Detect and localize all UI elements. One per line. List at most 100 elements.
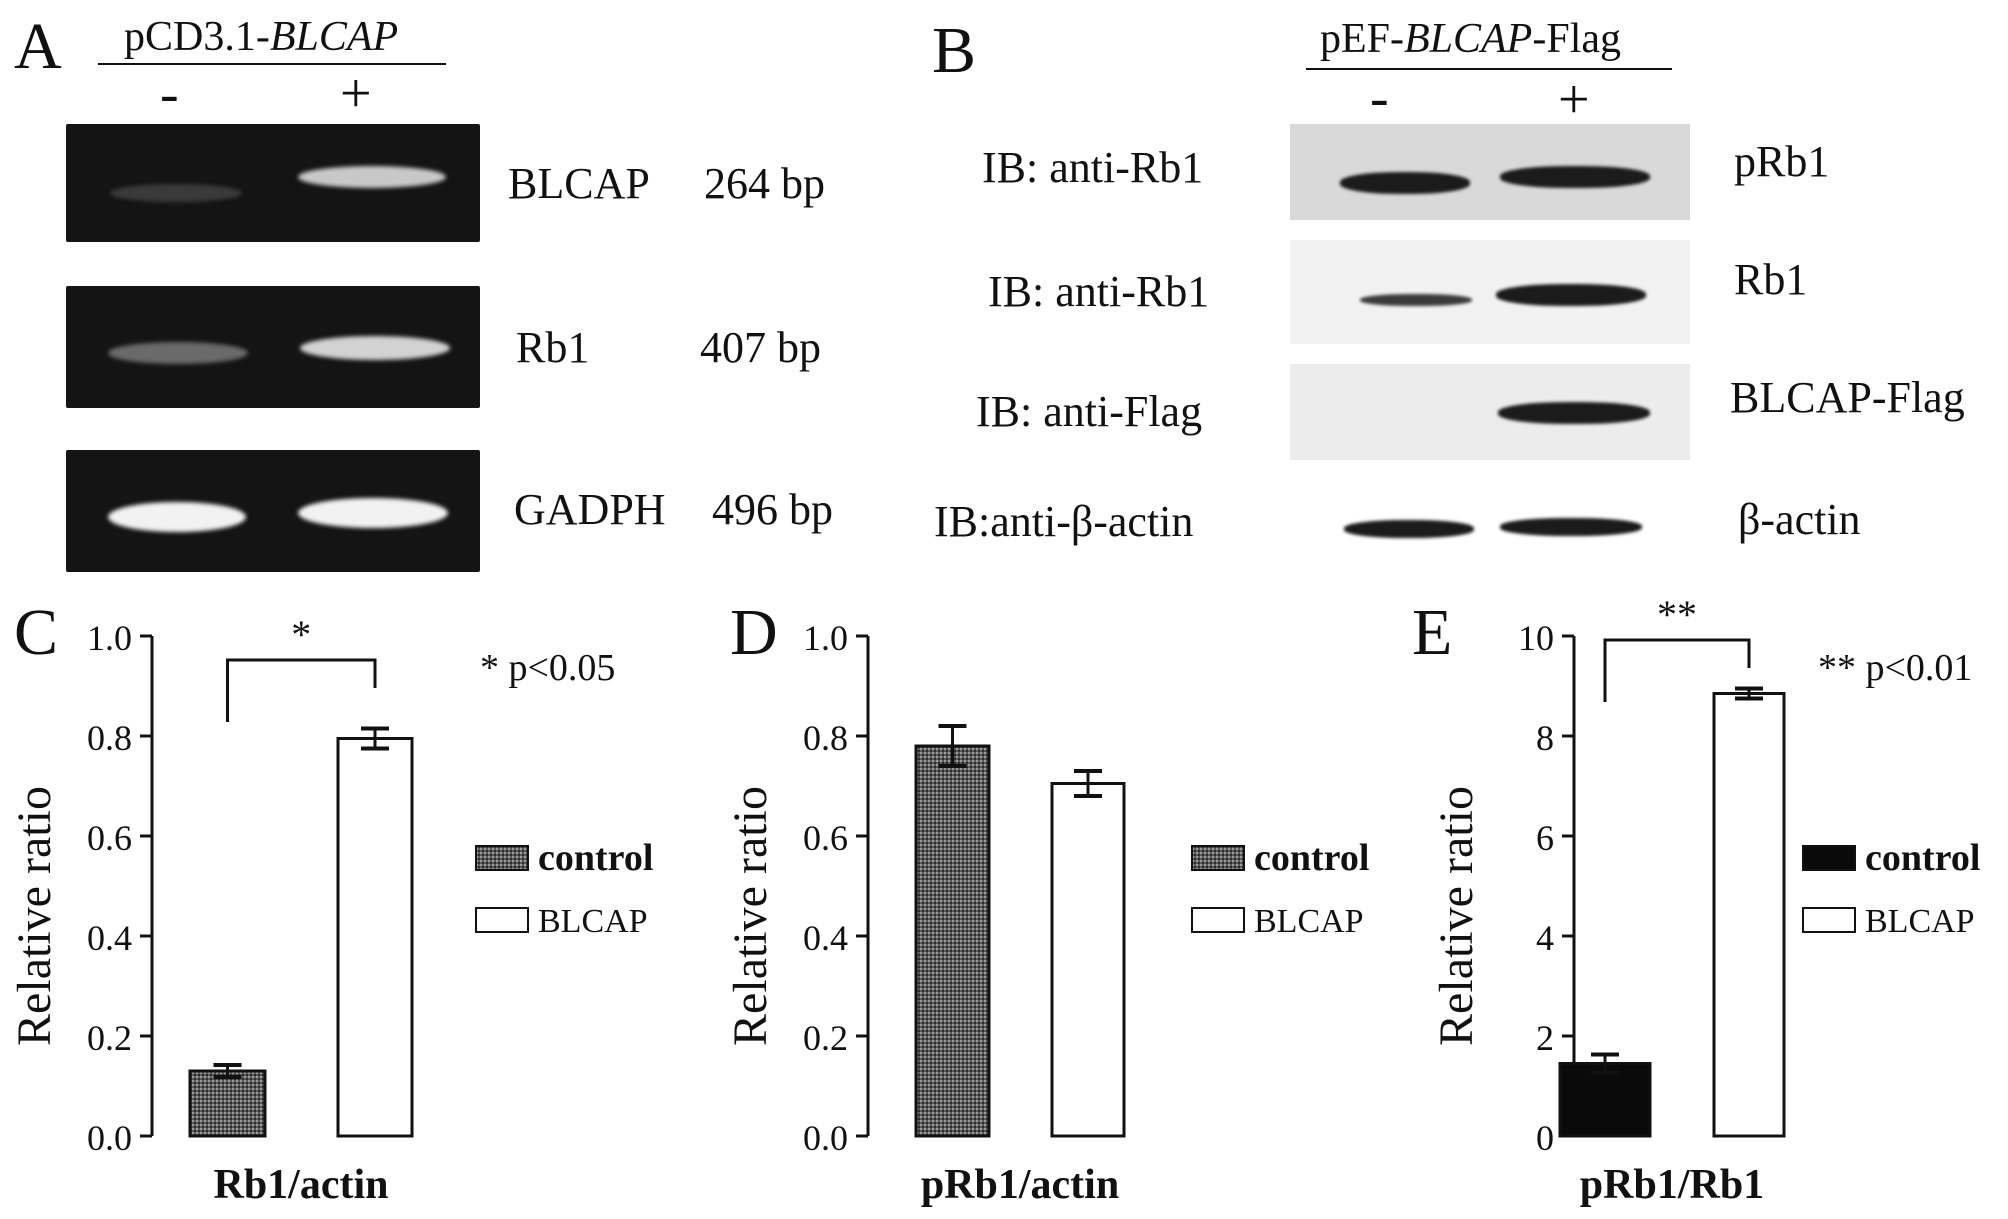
panel-a-minus: - (160, 63, 179, 125)
y-tick-label: 2 (1536, 1018, 1554, 1058)
blot-rb1 (1290, 240, 1690, 344)
chart-c: C 0.0 0.2 0.4 0.6 0.8 1.0 Relative ratio Rb1/act… (8, 596, 653, 1208)
y-tick-label: 0.4 (87, 918, 132, 958)
y-tick-label: 0.0 (87, 1118, 132, 1158)
blot-band-actin-control (1344, 520, 1474, 538)
p-value-note: ** p<0.01 (1818, 647, 1972, 689)
gel-blcap-gene: BLCAP (508, 159, 650, 208)
panel-b-construct-prefix: pEF- (1320, 16, 1404, 62)
legend-swatch-blcap (1191, 907, 1245, 933)
y-tick-label: 6 (1536, 818, 1554, 858)
gel-blcap-size: 264 bp (704, 159, 825, 208)
gel-band-rb1-blcap (300, 336, 450, 360)
bar-blcap (336, 737, 414, 1138)
panel-a-construct-label: pCD3.1-BLCAP (124, 16, 398, 58)
blot-flag (1290, 364, 1690, 460)
y-tick-label: 0.4 (803, 918, 848, 958)
y-tick-label: 0.6 (87, 818, 132, 858)
significance-bracket (226, 658, 377, 722)
bar-control (914, 744, 991, 1138)
blot-band-prb1-control (1340, 172, 1470, 194)
blot-band-prb1-blcap (1500, 166, 1650, 188)
blot-prb1 (1290, 124, 1690, 220)
blot-3-target: BLCAP-Flag (1730, 373, 1965, 422)
gel-gadph-gene: GADPH (514, 485, 666, 534)
chart-e: E 0 2 4 6 8 10 Relative ratio pRb1/Rb1 ** ** p<0.0… (1412, 592, 1980, 1208)
legend-label-control: control (1865, 837, 1980, 879)
p-value-note: * p<0.05 (480, 647, 615, 689)
gel-band-rb1-control (108, 342, 248, 364)
bar-blcap (1712, 692, 1786, 1138)
panel-a-construct-rule (98, 63, 446, 65)
y-tick-label: 1.0 (803, 618, 848, 658)
legend-label-blcap: BLCAP (538, 903, 648, 940)
blot-4-antibody: IB:anti-β-actin (934, 497, 1194, 546)
gel-rb1-size: 407 bp (700, 323, 821, 372)
blot-4-target: β-actin (1738, 495, 1861, 544)
panel-a-construct-prefix: pCD3.1- (124, 14, 270, 60)
y-tick-label: 0 (1536, 1118, 1554, 1158)
panel-b-construct-label: pEF-BLCAP-Flag (1320, 18, 1621, 60)
legend-swatch-blcap (475, 907, 529, 933)
y-axis-label: Relative ratio (724, 786, 777, 1046)
gel-rb1 (66, 286, 480, 408)
x-axis-label: Rb1/actin (213, 1162, 388, 1208)
legend-label-control: control (1254, 837, 1369, 879)
y-tick-label: 10 (1518, 618, 1554, 658)
x-axis-label: pRb1/Rb1 (1580, 1162, 1764, 1208)
panel-d-letter: D (730, 596, 778, 669)
blot-1-antibody: IB: anti-Rb1 (982, 143, 1204, 192)
chart-d: D 0.0 0.2 0.4 0.6 0.8 1.0 Relative ratio pRb1/ac… (724, 596, 1369, 1208)
panel-b-plus: + (1558, 69, 1590, 131)
y-axis-label: Relative ratio (8, 786, 61, 1046)
gel-gadph-size: 496 bp (712, 485, 833, 534)
bar-control (188, 1069, 267, 1138)
y-tick-label: 0.6 (803, 818, 848, 858)
blot-band-rb1-control (1360, 294, 1472, 306)
legend-label-blcap: BLCAP (1254, 903, 1364, 940)
blot-band-flag-blcap (1498, 402, 1650, 424)
y-tick-label: 8 (1536, 718, 1554, 758)
legend-swatch-control (475, 845, 529, 871)
legend-label-blcap: BLCAP (1865, 903, 1975, 940)
gel-rb1-gene: Rb1 (516, 323, 590, 372)
y-tick-label: 4 (1536, 918, 1554, 958)
blot-1-target: pRb1 (1734, 137, 1830, 186)
legend-swatch-control (1191, 845, 1245, 871)
panel-b-construct-rule (1306, 68, 1672, 70)
panel-a-plus: + (340, 63, 372, 125)
gel-band-gadph-control (108, 502, 246, 532)
gel-blcap (66, 124, 480, 242)
y-tick-label: 1.0 (87, 618, 132, 658)
y-tick-label: 0.8 (803, 718, 848, 758)
significance-marker: ** (1657, 592, 1697, 637)
blot-band-rb1-blcap (1496, 284, 1646, 306)
significance-bracket (1603, 638, 1751, 702)
x-axis-label: pRb1/actin (921, 1162, 1119, 1208)
y-tick-label: 0.2 (803, 1018, 848, 1058)
panel-b-minus: - (1370, 67, 1389, 129)
bar-blcap (1050, 782, 1126, 1138)
blot-band-actin-blcap (1500, 518, 1642, 536)
y-axis-label: Relative ratio (1430, 786, 1483, 1046)
panel-b-letter: B (932, 14, 977, 87)
panel-a-letter: A (14, 10, 62, 83)
blot-actin (1290, 478, 1690, 568)
panel-b-construct-suffix: -Flag (1532, 16, 1621, 62)
gel-gadph (66, 450, 480, 572)
legend-swatch-blcap (1802, 907, 1856, 933)
y-tick-label: 0.8 (87, 718, 132, 758)
panel-a-construct-italic: BLCAP (269, 14, 399, 60)
panel-b-construct-italic: BLCAP (1404, 16, 1533, 62)
significance-marker: * (291, 612, 311, 657)
gel-band-blcap-blcap (298, 166, 446, 188)
blot-3-antibody: IB: anti-Flag (976, 387, 1203, 436)
y-tick-label: 0.2 (87, 1018, 132, 1058)
blot-2-target: Rb1 (1734, 255, 1808, 304)
gel-band-gadph-blcap (298, 498, 448, 528)
legend-label-control: control (538, 837, 653, 879)
panel-c-letter: C (14, 596, 58, 669)
gel-band-blcap-control (110, 184, 242, 202)
legend-swatch-control (1802, 845, 1856, 871)
